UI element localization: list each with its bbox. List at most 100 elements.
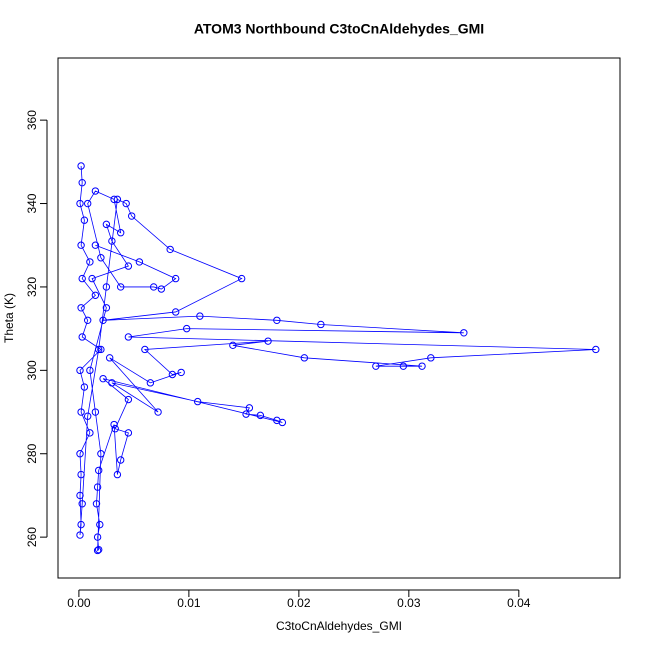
data-point bbox=[77, 241, 85, 249]
data-point bbox=[93, 546, 102, 555]
data-point bbox=[154, 408, 162, 416]
data-point bbox=[372, 362, 380, 370]
data-point bbox=[102, 220, 111, 229]
data-point bbox=[141, 345, 149, 354]
x-tick-label: 0.02 bbox=[287, 596, 311, 610]
x-tick-label: 0.04 bbox=[507, 596, 531, 610]
data-point bbox=[124, 429, 133, 437]
data-point bbox=[99, 316, 107, 324]
data-point bbox=[77, 408, 85, 416]
y-tick-label: 260 bbox=[25, 527, 39, 547]
data-point bbox=[108, 379, 116, 387]
data-point bbox=[116, 456, 125, 464]
data-point bbox=[124, 333, 133, 341]
data-point bbox=[460, 329, 468, 337]
data-point bbox=[78, 274, 86, 283]
data-point bbox=[146, 379, 155, 387]
y-tick-label: 300 bbox=[25, 360, 39, 380]
data-point bbox=[91, 408, 100, 416]
x-tick-label: 0.01 bbox=[177, 596, 201, 610]
y-tick-label: 340 bbox=[25, 193, 39, 213]
data-point bbox=[418, 362, 426, 370]
data-point bbox=[92, 500, 101, 508]
data-point bbox=[102, 283, 111, 291]
data-point bbox=[171, 308, 180, 316]
data-point bbox=[76, 450, 84, 458]
data-point bbox=[76, 531, 84, 539]
data-point bbox=[264, 337, 272, 345]
data-point bbox=[110, 195, 118, 204]
data-point bbox=[124, 395, 133, 404]
data-point bbox=[78, 178, 86, 187]
data-point bbox=[97, 450, 105, 458]
data-point bbox=[256, 411, 265, 420]
data-point bbox=[91, 291, 100, 299]
data-point bbox=[229, 341, 237, 350]
data-point bbox=[127, 212, 136, 220]
data-point bbox=[78, 500, 86, 508]
data-point bbox=[592, 345, 600, 354]
data-point bbox=[122, 199, 130, 208]
data-point bbox=[193, 397, 202, 406]
data-point bbox=[77, 470, 85, 479]
data-point bbox=[97, 345, 105, 354]
series-line bbox=[79, 165, 596, 552]
y-tick-label: 320 bbox=[25, 277, 39, 297]
data-point bbox=[94, 345, 103, 354]
data-point bbox=[83, 316, 92, 324]
data-point bbox=[96, 520, 104, 529]
data-point bbox=[300, 354, 309, 362]
data-point bbox=[77, 520, 85, 529]
data-point bbox=[76, 366, 84, 375]
data-point bbox=[93, 533, 102, 541]
data-point bbox=[177, 368, 185, 377]
data-point bbox=[86, 366, 94, 375]
data-point bbox=[77, 162, 85, 170]
data-point bbox=[83, 199, 92, 208]
data-point bbox=[83, 412, 92, 420]
data-point bbox=[93, 483, 102, 491]
data-point bbox=[99, 374, 107, 383]
data-point bbox=[278, 418, 287, 427]
data-point bbox=[102, 304, 111, 312]
data-point bbox=[135, 258, 144, 266]
data-point bbox=[80, 383, 89, 391]
data-point bbox=[97, 254, 105, 262]
data-point bbox=[91, 187, 100, 195]
data-point bbox=[171, 274, 180, 283]
data-point bbox=[111, 425, 119, 433]
data-point bbox=[76, 491, 84, 500]
data-point bbox=[108, 237, 116, 245]
data-point bbox=[116, 229, 125, 237]
data-point bbox=[77, 304, 85, 312]
data-point bbox=[80, 216, 89, 224]
data-point bbox=[182, 324, 191, 333]
data-point bbox=[273, 316, 281, 324]
data-point bbox=[78, 333, 86, 341]
y-tick-label: 280 bbox=[25, 443, 39, 463]
data-point bbox=[113, 195, 122, 204]
data-point bbox=[168, 370, 177, 379]
data-point bbox=[157, 285, 166, 293]
data-point bbox=[76, 199, 84, 208]
data-point bbox=[237, 274, 246, 283]
chart-title: ATOM3 Northbound C3toCnAldehydes_GMI bbox=[194, 21, 484, 37]
data-point bbox=[91, 241, 100, 249]
data-point bbox=[124, 262, 133, 270]
data-point bbox=[427, 354, 435, 362]
data-point bbox=[88, 274, 96, 283]
x-tick-label: 0.00 bbox=[67, 596, 91, 610]
data-point bbox=[166, 245, 174, 254]
plot-frame bbox=[57, 57, 621, 579]
data-point bbox=[317, 320, 325, 329]
data-point bbox=[94, 466, 103, 475]
data-point bbox=[113, 470, 122, 479]
data-point bbox=[149, 283, 158, 291]
y-tick-label: 360 bbox=[25, 110, 39, 130]
data-point bbox=[399, 362, 408, 370]
data-point bbox=[86, 258, 94, 266]
data-point bbox=[86, 429, 94, 437]
data-point bbox=[242, 410, 250, 418]
